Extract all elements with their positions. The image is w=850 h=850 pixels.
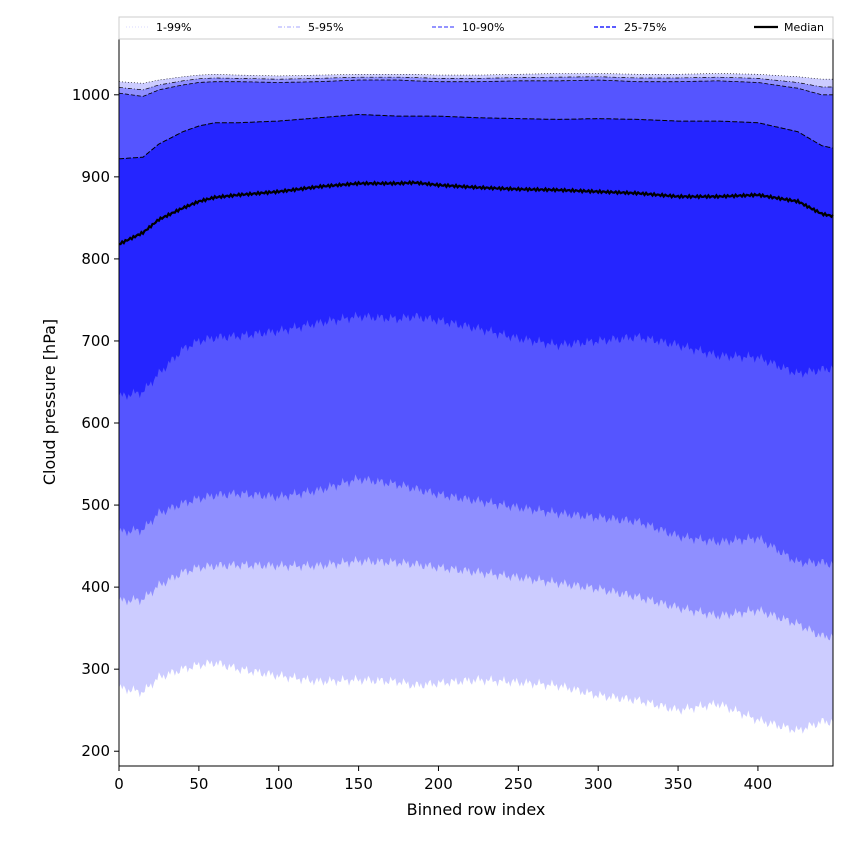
x-tick-label: 350 [664, 775, 693, 793]
x-tick-label: 400 [744, 775, 773, 793]
y-tick-label: 200 [81, 742, 110, 760]
x-tick-label: 250 [504, 775, 533, 793]
x-tick-label: 50 [189, 775, 208, 793]
x-tick-label: 200 [424, 775, 453, 793]
legend-label-0: 1-99% [156, 21, 191, 34]
legend-label-2: 10-90% [462, 21, 504, 34]
legend-label-4: Median [784, 21, 824, 34]
x-tick-label: 0 [114, 775, 124, 793]
series-line-5-95-upper [118, 76, 833, 91]
y-tick-label: 1000 [72, 86, 110, 104]
y-tick-label: 500 [81, 496, 110, 514]
band-25-75 [119, 114, 833, 400]
y-tick-label: 800 [81, 250, 110, 268]
x-tick-label: 100 [264, 775, 293, 793]
x-tick-label: 150 [344, 775, 373, 793]
legend-label-3: 25-75% [624, 21, 666, 34]
x-tick-label: 300 [584, 775, 613, 793]
y-axis-label: Cloud pressure [hPa] [40, 319, 59, 485]
series-line-1-99-upper [118, 73, 833, 84]
y-tick-label: 400 [81, 578, 110, 596]
y-tick-label: 300 [81, 660, 110, 678]
series-line-25-75-upper [118, 113, 834, 160]
x-axis-label: Binned row index [407, 800, 546, 819]
y-tick-label: 600 [81, 414, 110, 432]
legend-label-1: 5-95% [308, 21, 343, 34]
y-tick-label: 900 [81, 168, 110, 186]
plot-area [118, 73, 834, 734]
series-line-10-90-upper [118, 79, 833, 97]
legend-box [118, 16, 834, 40]
legend: 1-99% 5-95% 10-90% 25-75% Median [118, 16, 834, 40]
y-tick-label: 700 [81, 332, 110, 350]
series-line-median [118, 179, 834, 246]
